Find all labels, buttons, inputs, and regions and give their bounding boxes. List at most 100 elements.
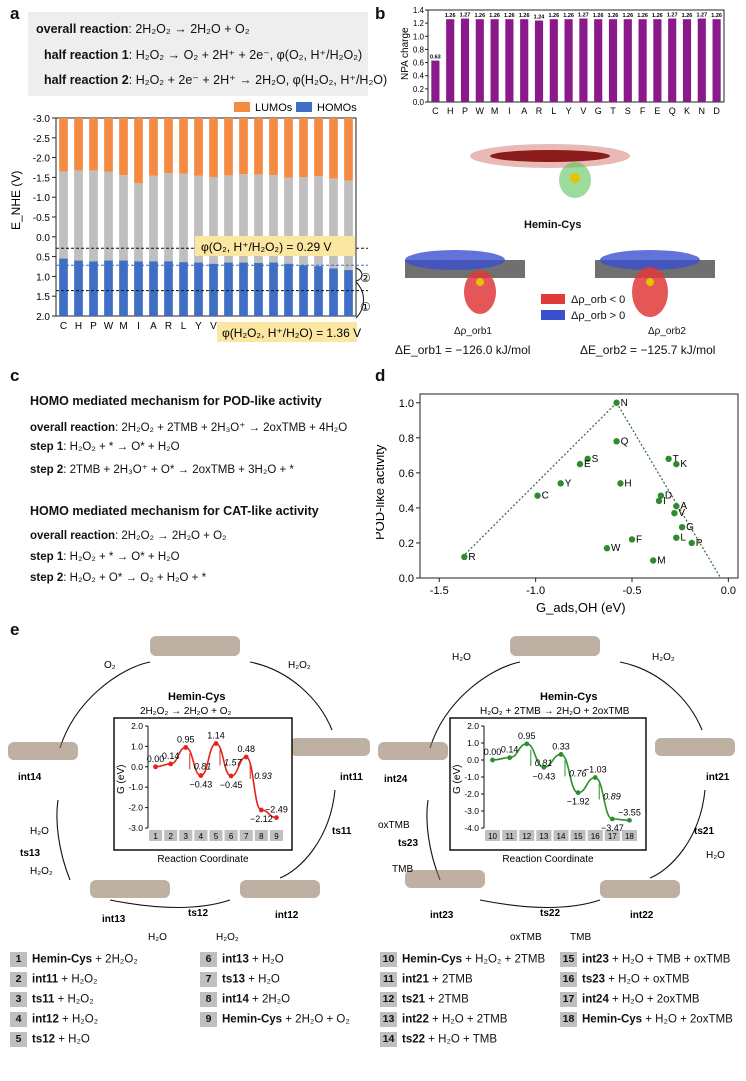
point-C [534, 492, 541, 499]
point-label-I: I [663, 496, 666, 507]
homo-bar-N [329, 268, 338, 316]
state-rest: + H₂O [248, 953, 284, 966]
gap-bar-L [179, 173, 188, 263]
point-Y [557, 480, 564, 487]
lumo-bar-D [344, 118, 353, 181]
npa-value-label: 1.26 [563, 13, 574, 19]
energy-value-4: −0.43 [189, 780, 212, 790]
xlabel-e: Reaction Coordinate [502, 854, 594, 865]
lumo-bar-Y [194, 118, 203, 176]
state-species: int13 [222, 953, 249, 966]
point-label-P: P [696, 538, 703, 549]
point-label-A: A [680, 501, 687, 512]
state-legend-item-16: 16 ts23 + H₂O + oxTMB [560, 972, 689, 987]
barrier-value: 0.81 [194, 761, 212, 771]
right-oxtmb-bottom: oxTMB [510, 932, 542, 943]
chart-d-xlabel: G_ads,OH (eV) [536, 600, 626, 615]
e-orb2: ΔE_orb2 = −125.7 kJ/mol [580, 343, 716, 357]
state-rest: + H₂O + oxTMB [605, 973, 690, 986]
legend-lumo-label: LUMOs [255, 102, 293, 114]
state-legend-item-15: 15 int23 + H₂O + TMB + oxTMB [560, 952, 730, 967]
legend-neg-label: Δρ_orb < 0 [571, 294, 626, 306]
category-a-M: M [119, 321, 127, 332]
npa-bar-E [653, 19, 662, 103]
lumo-bar-W [104, 118, 113, 172]
ytick-label-d: 1.0 [399, 398, 414, 410]
state-box-11 [502, 830, 518, 841]
state-box-14 [553, 830, 569, 841]
ytick-label-a: 2.0 [36, 312, 50, 323]
state-species: Hemin-Cys [32, 953, 93, 966]
state-rest: + H₂O [55, 1033, 90, 1046]
state-legend-item-1: 1 Hemin-Cys + 2H₂O₂ [10, 952, 138, 967]
energy-value-3: 0.95 [177, 734, 195, 744]
ytick-label-e: 1.0 [131, 741, 143, 751]
chart-a-frame [55, 117, 357, 317]
state-rest: + H₂O + 2oxTMB [642, 1013, 733, 1026]
state-species: ts22 [402, 1033, 426, 1046]
energy-profile-left: 2.0 1.0 0.0 -1.0 -2.0 -3.0 G (eV) 1 2 3 4 5 6 7 8 9 Reac… [113, 717, 293, 865]
energy-profile-right: 2.0 1.0 0.0 -1.0 -2.0 -3.0 -4.0 G (eV) 10 11 12 13 1… [449, 717, 647, 865]
category-b-G: G [595, 106, 602, 116]
category-b-N: N [699, 106, 706, 116]
legend-pos-swatch [541, 310, 565, 320]
ytick-label-a: -2.5 [33, 134, 51, 145]
left-cycle-arrows [56, 661, 336, 909]
state-species: int11 [32, 973, 59, 986]
category-a-W: W [104, 321, 114, 332]
state-box-18 [621, 830, 637, 841]
point-label-W: W [611, 543, 621, 554]
energy-point-6 [228, 773, 234, 779]
right-int22: int22 [630, 910, 654, 921]
state-box-label-4: 4 [199, 832, 204, 841]
npa-value-label: 1.27 [696, 13, 707, 19]
npa-bar-I [505, 19, 514, 103]
category-b-D: D [713, 106, 720, 116]
point-H [617, 480, 624, 487]
ytick-label-e: -2.0 [464, 789, 479, 799]
energy-point-5 [213, 741, 219, 746]
gap-bar-N [329, 178, 338, 269]
point-R [461, 553, 468, 561]
npa-bar-L [549, 19, 558, 103]
point-label-Y: Y [565, 478, 572, 489]
ylabel-e: G (eV) [116, 765, 127, 794]
homo-bar-M [119, 260, 128, 316]
state-number: 18 [560, 1012, 577, 1027]
state-legend-item-4: 4 int12 + H₂O₂ [10, 1012, 98, 1027]
panel-e-label: e [10, 620, 20, 639]
gap-bar-E [284, 177, 293, 264]
left-h2o2-bottom: H₂O₂ [216, 932, 239, 943]
ytick-label-e: -4.0 [464, 823, 479, 833]
right-h2o-top: H₂O [452, 652, 471, 663]
point-T [665, 455, 672, 463]
energy-value-11: 0.14 [501, 745, 519, 755]
ytick-label-e: -2.0 [128, 803, 143, 813]
chart-b-frame [427, 9, 725, 103]
state-box-10 [485, 830, 501, 841]
ytick-label-a: -2.0 [33, 154, 51, 165]
reaction-box [28, 12, 368, 96]
chart-a-ylabel: E_NHE (V) [9, 171, 23, 230]
energy-point-15 [575, 790, 581, 796]
point-P [688, 539, 695, 547]
ytick-label-e: 1.0 [467, 738, 479, 748]
energy-point-9 [274, 815, 279, 820]
homo-bar-F [269, 262, 278, 316]
npa-value-label: 1.26 [593, 13, 604, 19]
gap-bar-M [119, 175, 128, 261]
state-box-label-12: 12 [522, 832, 531, 841]
state-rest: + 2TMB [425, 993, 469, 1006]
energy-value-16: −1.03 [584, 765, 607, 775]
state-number: 5 [10, 1032, 27, 1047]
gap-bar-A [149, 175, 158, 262]
point-label-K: K [680, 459, 687, 470]
cat-step2: step 2: H₂O₂ + O* → O₂ + H₂O + * [30, 572, 207, 584]
npa-value-label: 1.26 [445, 13, 456, 19]
gap-bar-H [74, 170, 83, 261]
orb1-molecule [405, 250, 525, 314]
state-number: 11 [380, 972, 397, 987]
ytick-label-a: -0.5 [33, 213, 51, 224]
chart-d-frame [419, 393, 739, 579]
gap-bar-P [89, 170, 98, 262]
